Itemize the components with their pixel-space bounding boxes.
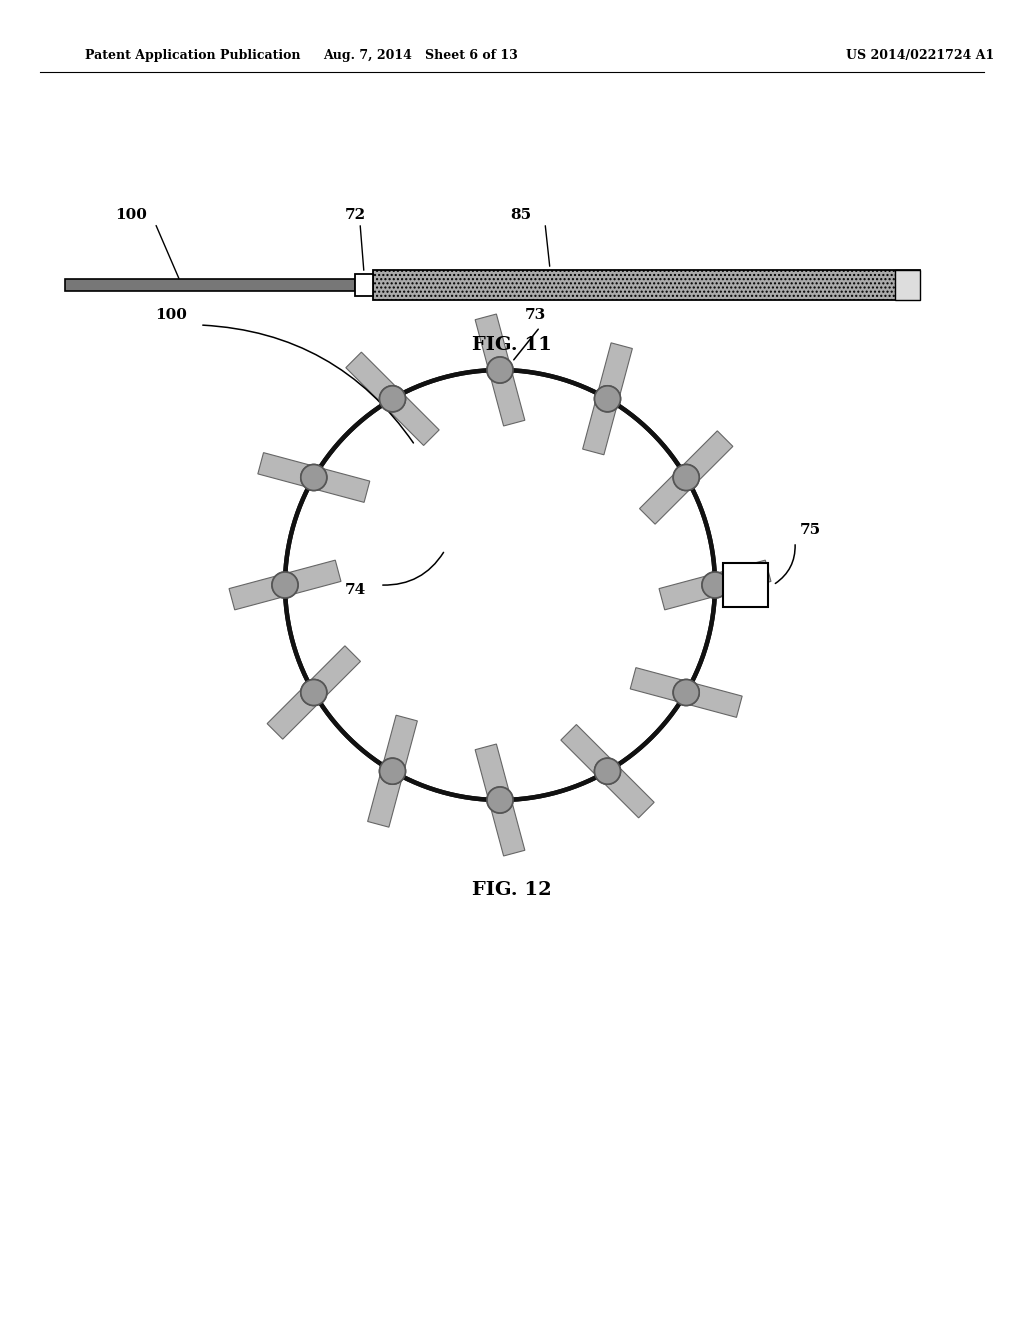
Text: FIG. 11: FIG. 11 [472, 337, 552, 354]
Polygon shape [630, 668, 742, 717]
Polygon shape [475, 744, 525, 855]
Bar [723, 564, 768, 607]
Circle shape [702, 572, 728, 598]
Circle shape [673, 680, 699, 705]
Text: 75: 75 [800, 523, 821, 537]
Polygon shape [267, 645, 360, 739]
Circle shape [595, 758, 621, 784]
Circle shape [673, 465, 699, 491]
Circle shape [301, 680, 327, 705]
Polygon shape [583, 343, 633, 455]
Circle shape [487, 356, 513, 383]
Text: 73: 73 [525, 308, 546, 322]
Circle shape [272, 572, 298, 598]
Text: Aug. 7, 2014   Sheet 6 of 13: Aug. 7, 2014 Sheet 6 of 13 [323, 49, 517, 62]
Bar [895, 271, 920, 300]
Bar [373, 271, 920, 300]
Circle shape [673, 465, 699, 491]
Text: US 2014/0221724 A1: US 2014/0221724 A1 [846, 49, 994, 62]
Text: 100: 100 [115, 209, 146, 222]
Circle shape [595, 385, 621, 412]
Polygon shape [229, 560, 341, 610]
Text: Patent Application Publication: Patent Application Publication [85, 49, 300, 62]
Circle shape [380, 758, 406, 784]
Polygon shape [640, 430, 733, 524]
Text: 85: 85 [510, 209, 531, 222]
Text: 74: 74 [345, 583, 367, 597]
Circle shape [272, 572, 298, 598]
Circle shape [673, 680, 699, 705]
Polygon shape [368, 715, 418, 828]
Circle shape [380, 385, 406, 412]
Polygon shape [346, 352, 439, 445]
Polygon shape [561, 725, 654, 818]
Text: FIG. 12: FIG. 12 [472, 880, 552, 899]
Circle shape [487, 356, 513, 383]
Text: 72: 72 [345, 209, 367, 222]
Circle shape [301, 465, 327, 491]
Polygon shape [475, 314, 525, 426]
Circle shape [380, 385, 406, 412]
Circle shape [595, 758, 621, 784]
Circle shape [301, 465, 327, 491]
Bar [355, 275, 373, 296]
Bar [65, 279, 355, 290]
Circle shape [487, 787, 513, 813]
Circle shape [595, 385, 621, 412]
Circle shape [487, 787, 513, 813]
Circle shape [380, 758, 406, 784]
Polygon shape [659, 560, 771, 610]
Text: 100: 100 [155, 308, 186, 322]
Circle shape [301, 680, 327, 705]
Polygon shape [258, 453, 370, 503]
Circle shape [702, 572, 728, 598]
